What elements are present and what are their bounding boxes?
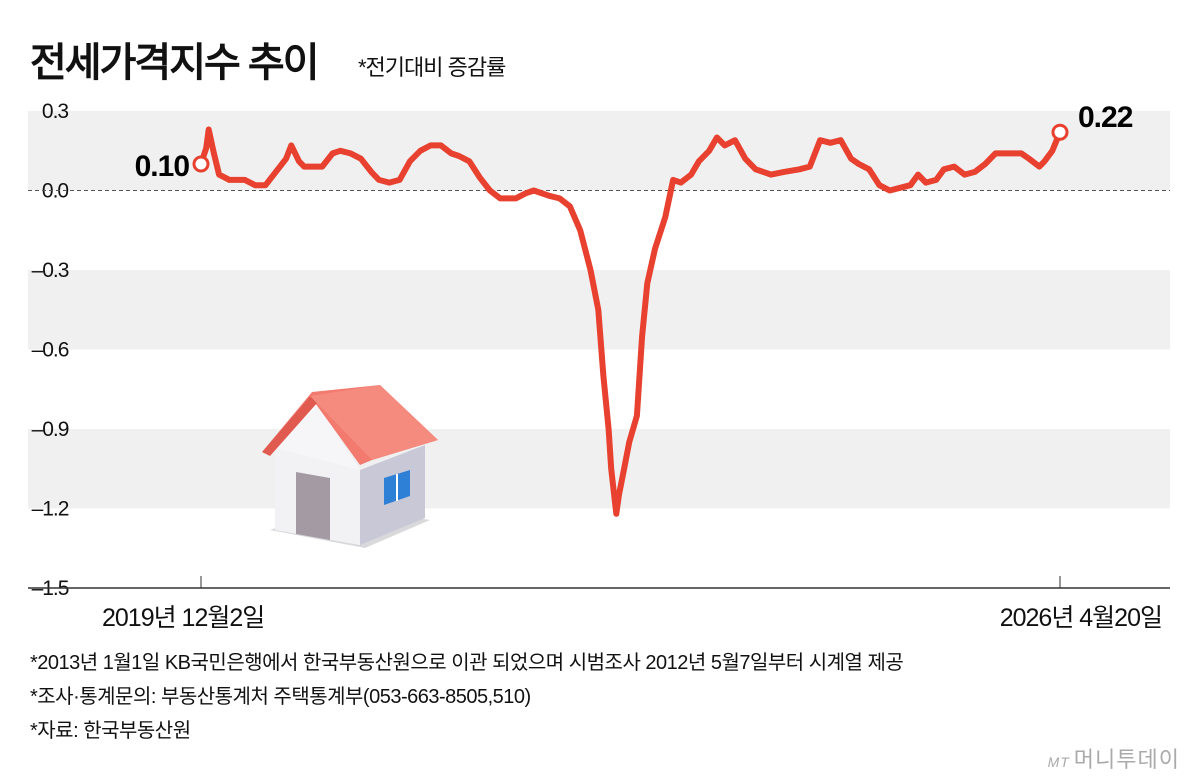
chart-subtitle: *전기대비 증감률 bbox=[358, 55, 506, 80]
y-tick-label: –0.3 bbox=[32, 259, 69, 282]
y-tick-label: –0.6 bbox=[32, 339, 69, 362]
y-tick-label: –0.9 bbox=[32, 418, 69, 441]
y-tick-label: 0.3 bbox=[42, 100, 69, 123]
endpoint-marker bbox=[192, 155, 210, 173]
logo-name: 머니투데이 bbox=[1073, 747, 1180, 772]
series-line bbox=[198, 126, 1063, 517]
publisher-logo: MT 머니투데이 bbox=[1048, 742, 1180, 774]
endpoint-marker bbox=[1051, 123, 1069, 141]
grid-band bbox=[28, 429, 1170, 509]
y-tick-label: 0.0 bbox=[42, 180, 69, 203]
data-label: 0.10 bbox=[135, 150, 190, 183]
house-illustration bbox=[262, 385, 438, 548]
chart-title: 전세가격지수 추이 bbox=[30, 41, 320, 85]
y-tick-label: –1.2 bbox=[32, 498, 69, 521]
x-tick-label-end: 2026년 4월20일 bbox=[999, 604, 1163, 632]
x-tick-label-start: 2019년 12월2일 bbox=[102, 604, 265, 632]
footnote-source: *자료: 한국부동산원 bbox=[30, 720, 191, 742]
footnote: *조사·통계문의: 부동산통계처 주택통계부(053-663-8505,510) bbox=[30, 686, 531, 708]
footnote: *2013년 1월1일 KB국민은행에서 한국부동산원으로 이관 되었으며 시범… bbox=[30, 652, 904, 674]
logo-mark: MT bbox=[1047, 754, 1070, 770]
data-label: 0.22 bbox=[1078, 101, 1133, 134]
